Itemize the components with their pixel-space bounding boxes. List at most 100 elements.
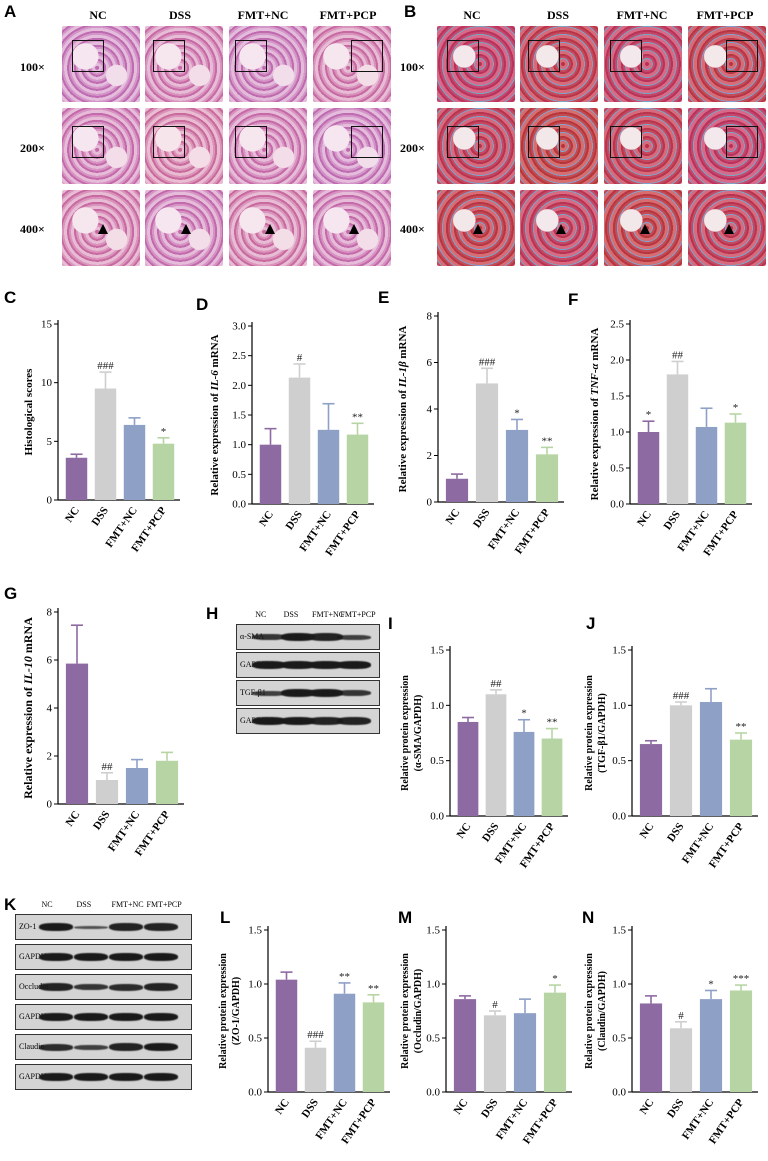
y-tick-label: 8 bbox=[427, 311, 433, 323]
panel-letter-d: D bbox=[196, 295, 209, 314]
y-axis-label-part: Relative protein expression bbox=[584, 675, 595, 791]
panel-a-micrograph-r1-c1 bbox=[62, 26, 140, 102]
bar-fmt-pcp bbox=[535, 454, 559, 502]
panel-letter-a: A bbox=[4, 2, 17, 21]
y-axis-label: Relative protein expression bbox=[218, 953, 229, 1069]
y-tick-label: 0.0 bbox=[612, 811, 626, 823]
panel-k-lane-label: FMT+PCP bbox=[146, 900, 182, 909]
significance-mark: * bbox=[161, 426, 167, 438]
panel-k-band bbox=[143, 1043, 178, 1051]
bar-dss bbox=[669, 1028, 693, 1092]
panel-k-blot-label: Claudin bbox=[19, 1042, 45, 1051]
panel-b-micrograph-r2-c1 bbox=[437, 108, 515, 184]
panel-h-band bbox=[252, 690, 287, 696]
panel-k-band bbox=[38, 1073, 73, 1081]
panel-k-band bbox=[143, 953, 178, 961]
panel-a-micrograph-r2-c1 bbox=[62, 108, 140, 184]
y-tick-label: 1.0 bbox=[430, 700, 444, 712]
y-tick-label: 1.5 bbox=[232, 410, 246, 422]
panel-a-zoom-box bbox=[351, 126, 383, 158]
y-axis-label-gene: IL-6 bbox=[209, 370, 221, 392]
category-label: NC bbox=[452, 1097, 471, 1117]
panel-k-lane-label: DSS bbox=[76, 900, 92, 909]
panel-b-arrow-marker bbox=[473, 224, 483, 234]
y-axis-label-part: mRNA bbox=[209, 334, 221, 370]
y-tick-label: 6 bbox=[47, 655, 53, 667]
chart-tnfa-mrna: 0.0 0.5 1.0 1.5 2.0 2.5 Relative expression of… bbox=[589, 319, 752, 558]
panel-letter-n: N bbox=[582, 908, 595, 927]
bar-fmt-nc bbox=[695, 426, 718, 504]
panel-a-arrow-marker bbox=[98, 224, 108, 234]
panel-letter-k: K bbox=[4, 895, 17, 914]
category-label: NC bbox=[638, 1097, 657, 1117]
panel-k-band bbox=[108, 1043, 143, 1051]
panel-a-zoom-box bbox=[72, 126, 104, 158]
bar-fmt-nc bbox=[317, 429, 340, 504]
panel-letter-f: F bbox=[568, 290, 579, 309]
category-label: NC bbox=[273, 1097, 292, 1117]
y-tick-label: 6 bbox=[427, 357, 433, 369]
chart-il1b-mrna: 0 2 4 6 8 Relative expression of IL-1β mRNA NC… bbox=[397, 311, 564, 556]
category-label: DSS bbox=[300, 1097, 321, 1120]
panel-k-blot-label: ZO-1 bbox=[19, 922, 37, 931]
bar-fmt-nc bbox=[699, 999, 723, 1092]
panel-a-micrograph-r3-c4 bbox=[313, 190, 391, 266]
panel-h-lane-label: NC bbox=[255, 610, 267, 619]
category-label: NC bbox=[455, 821, 474, 841]
panel-h-band bbox=[309, 717, 344, 725]
panel-b-arrow-marker bbox=[640, 224, 650, 234]
panel-k-lane-label: FMT+NC bbox=[111, 900, 144, 909]
panel-h-band bbox=[337, 717, 372, 725]
y-axis-label-part: Histological scores bbox=[23, 368, 35, 456]
panel-k-blot-strip: Occludin bbox=[15, 974, 192, 1000]
panel-h-band bbox=[337, 661, 372, 669]
y-axis-label-line2: (TGF-β1/GAPDH) bbox=[597, 693, 608, 773]
bar-fmt-nc bbox=[333, 993, 356, 1092]
significance-mark: ### bbox=[307, 1029, 324, 1041]
panel-a-zoom-box bbox=[235, 40, 267, 72]
panel-h-band bbox=[337, 690, 372, 696]
y-tick-label: 2.5 bbox=[610, 319, 624, 331]
category-label: NC bbox=[63, 505, 82, 525]
significance-mark: # bbox=[678, 1010, 684, 1022]
y-axis-label-line2: (Claudin/GAPDH) bbox=[597, 971, 608, 1051]
bar-dss bbox=[94, 388, 117, 500]
panel-a-col-dss: DSS bbox=[168, 8, 191, 22]
significance-mark: ### bbox=[479, 356, 496, 368]
panel-h-blot-label: α-SMA bbox=[240, 632, 264, 641]
panel-k-blot-label: GAPDH bbox=[19, 952, 47, 961]
bar-fmt-nc bbox=[505, 429, 529, 502]
y-tick-label: 0.5 bbox=[248, 1033, 262, 1045]
panel-k-blot-strip: ZO-1 bbox=[15, 914, 192, 940]
y-tick-label: 2.0 bbox=[232, 380, 246, 392]
panel-h-band bbox=[280, 689, 315, 697]
significance-mark: ** bbox=[542, 435, 553, 447]
panel-a-micrograph-r3-c3 bbox=[229, 190, 307, 266]
y-tick-label: 0.5 bbox=[232, 469, 246, 481]
bar-nc bbox=[259, 444, 282, 504]
panel-h-band bbox=[309, 633, 344, 641]
y-tick-label: 8 bbox=[47, 607, 53, 619]
y-tick-label: 0.5 bbox=[612, 1033, 626, 1045]
bar-dss bbox=[485, 694, 507, 816]
panel-b-micrograph-r3-c3 bbox=[604, 190, 682, 266]
panel-k-band bbox=[73, 925, 108, 929]
panel-letter-g: G bbox=[4, 584, 18, 603]
bar-fmt-nc bbox=[513, 731, 535, 816]
panel-b-micrograph-r2-c3 bbox=[604, 108, 682, 184]
y-tick-label: 1.5 bbox=[610, 391, 624, 403]
significance-mark: *** bbox=[733, 973, 750, 985]
significance-mark: * bbox=[646, 409, 652, 421]
y-tick-label: 1.0 bbox=[426, 979, 440, 991]
category-label: NC bbox=[64, 809, 83, 829]
panel-k-band bbox=[73, 1073, 108, 1081]
panel-b-micrograph-r1-c2 bbox=[520, 26, 598, 102]
panel-h-band bbox=[252, 634, 287, 640]
panel-b-zoom-box bbox=[726, 126, 758, 158]
panel-a-micrograph-r2-c3 bbox=[229, 108, 307, 184]
panel-b-row-400x: 400× bbox=[400, 222, 425, 236]
panel-b-col-dss: DSS bbox=[546, 8, 569, 22]
panel-k-band bbox=[108, 923, 143, 931]
panel-letter-e: E bbox=[378, 288, 390, 307]
y-axis-label-part: Relative expression of bbox=[589, 395, 601, 500]
